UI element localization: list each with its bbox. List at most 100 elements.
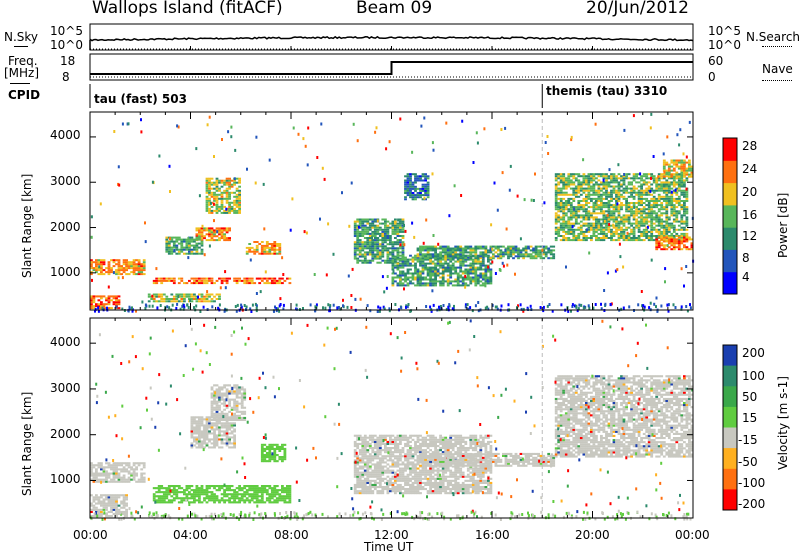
power-echo-cell [102, 273, 106, 276]
power-echo-cell [585, 202, 588, 204]
nsky-underline [14, 46, 28, 47]
power-echo-cell [667, 169, 671, 172]
power-echo-cell [205, 179, 209, 182]
power-echo-cell [557, 181, 561, 184]
power-echo-cell [446, 266, 450, 269]
power-echo-cell [622, 237, 626, 239]
power-echo-cell [170, 240, 174, 243]
power-echo-cell [363, 237, 367, 239]
velocity-echo-cell [135, 462, 138, 465]
power-echo-cell [683, 228, 686, 231]
power-echo-cell [421, 276, 425, 279]
power-echo-cell [100, 273, 103, 276]
velocity-echo-cell [213, 485, 216, 488]
velocity-echo-cell [117, 476, 121, 479]
velocity-echo-cell [195, 493, 199, 496]
power-echo-cell [198, 236, 201, 239]
power-echo-cell [572, 187, 576, 190]
power-echo-cell [203, 227, 206, 230]
power-echo-cell [670, 173, 674, 176]
velocity-echo-cell [95, 476, 98, 479]
power-echo-cell [675, 220, 679, 223]
velocity-echo-cell [110, 472, 113, 475]
power-echo-cell [685, 173, 689, 176]
power-echo-cell [376, 247, 380, 250]
power-noise-point [352, 122, 355, 126]
power-echo-cell [426, 183, 430, 186]
power-echo-cell [665, 175, 669, 178]
power-echo-cell [376, 245, 380, 248]
power-echo-cell [456, 272, 460, 275]
power-echo-cell [190, 298, 194, 300]
power-echo-cell [660, 173, 664, 176]
power-ground-scatter [236, 303, 239, 307]
power-echo-cell [622, 239, 626, 242]
velocity-echo-cell [110, 480, 113, 483]
power-echo-cell [368, 232, 372, 235]
velocity-echo-cell [180, 487, 184, 490]
power-noise-point [404, 229, 407, 233]
power-echo-cell [95, 267, 98, 270]
velocity-echo-cell [230, 432, 234, 435]
power-echo-cell [140, 267, 144, 270]
power-echo-cell [507, 247, 510, 250]
power-ground-scatter [653, 302, 656, 306]
power-echo-cell [562, 204, 566, 207]
power-echo-cell [579, 216, 583, 219]
power-echo-cell [564, 187, 568, 190]
power-echo-cell [600, 181, 603, 184]
power-echo-cell [117, 301, 121, 304]
power-echo-cell [190, 252, 194, 255]
power-echo-cell [610, 204, 613, 207]
power-echo-cell [481, 268, 485, 271]
velocity-echo-cell [235, 497, 239, 500]
power-echo-cell [690, 248, 694, 251]
power-echo-cell [396, 254, 400, 257]
power-noise-point [327, 222, 330, 226]
power-echo-cell [220, 282, 224, 285]
power-echo-cell [368, 261, 372, 264]
velocity-echo-cell [115, 476, 118, 479]
power-echo-cell [421, 185, 425, 188]
power-echo-cell [675, 189, 679, 192]
velocity-echo-cell [137, 480, 141, 483]
velocity-echo-cell [172, 489, 176, 492]
power-echo-cell [175, 293, 179, 296]
power-echo-cell [265, 279, 269, 282]
power-echo-cell [449, 260, 453, 263]
power-echo-cell [183, 246, 186, 249]
power-echo-cell [210, 293, 214, 296]
power-echo-cell [429, 266, 432, 269]
power-echo-cell [356, 261, 360, 264]
power-echo-cell [117, 259, 121, 262]
velocity-echo-cell [120, 464, 123, 467]
power-echo-cell [426, 175, 430, 178]
power-echo-cell [572, 232, 576, 235]
power-echo-cell [449, 255, 453, 258]
power-echo-cell [90, 305, 93, 308]
power-echo-cell [632, 239, 636, 242]
power-echo-cell [434, 282, 437, 285]
power-echo-cell [622, 187, 626, 190]
power-echo-cell [610, 181, 613, 184]
power-echo-cell [97, 295, 101, 298]
power-echo-cell [554, 226, 558, 229]
power-colorbar-segment [723, 204, 737, 228]
power-echo-cell [386, 259, 390, 262]
velocity-echo-cell [243, 493, 247, 496]
power-echo-cell [615, 224, 618, 227]
velocity-ytick-2000: 2000 [50, 427, 81, 441]
velocity-echo-cell [132, 470, 136, 473]
power-echo-cell [542, 251, 546, 254]
power-echo-cell [459, 245, 463, 248]
velocity-echo-cell [213, 422, 216, 425]
power-echo-cell [112, 301, 116, 304]
power-echo-cell [612, 181, 616, 184]
velocity-echo-cell [190, 489, 194, 492]
velocity-echo-cell [167, 487, 171, 490]
power-echo-cell [389, 259, 392, 262]
power-echo-cell [569, 218, 573, 221]
power-echo-cell [170, 277, 174, 280]
velocity-echo-cell [225, 487, 229, 490]
power-echo-cell [225, 191, 229, 194]
